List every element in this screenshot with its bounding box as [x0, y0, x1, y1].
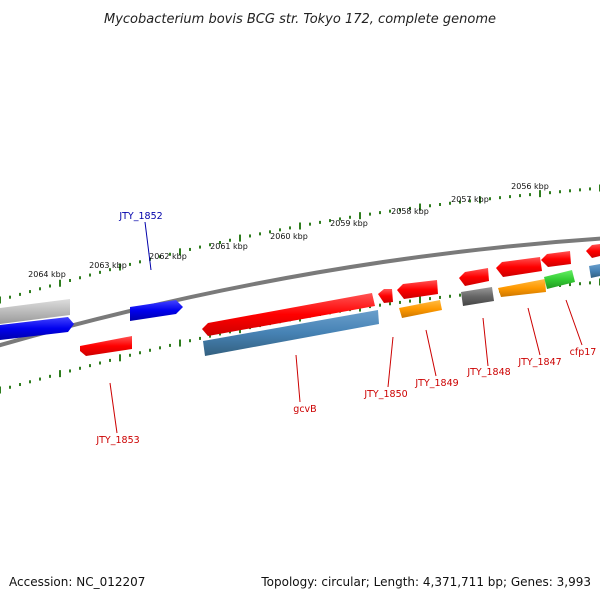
gene-label[interactable]: JTY_1849 [414, 378, 458, 389]
scale-label: 2063 kbp [89, 261, 127, 270]
gene-arrow[interactable] [202, 293, 375, 336]
gene-label[interactable]: JTY_1853 [95, 435, 139, 446]
scale-label: 2056 kbp [511, 182, 549, 191]
scale-label: 2057 kbp [451, 195, 489, 204]
leader-line [482, 317, 489, 367]
scale-label: 2060 kbp [270, 232, 308, 241]
gene-arrow[interactable] [378, 289, 393, 303]
gene-arrow[interactable] [203, 310, 379, 356]
scale-label: 2058 kbp [391, 207, 429, 216]
gene-arrow[interactable] [541, 251, 571, 267]
gene-arrow[interactable] [498, 279, 546, 297]
gene-arrow[interactable] [130, 300, 183, 321]
gene-arrow[interactable] [0, 299, 70, 324]
leader-line [527, 307, 541, 356]
map-title: Mycobacterium bovis BCG str. Tokyo 172, … [104, 12, 496, 27]
gene-arrow[interactable] [586, 244, 600, 258]
gene-arrow[interactable] [589, 264, 600, 278]
genome-summary: Topology: circular; Length: 4,371,711 bp… [260, 575, 591, 589]
leader-line [425, 329, 437, 377]
scale-labels: 2064 kbp 2063 kbp 2062 kbp 2061 kbp 2060 kbp… [28, 182, 549, 279]
scale-label: 2059 kbp [330, 219, 368, 228]
gene-label[interactable]: JTY_1852 [118, 211, 162, 222]
gene-arrow[interactable] [544, 270, 575, 289]
gene-arrow[interactable] [0, 317, 74, 340]
gene-arrow[interactable] [461, 287, 494, 306]
scale-label: 2062 kbp [149, 252, 187, 261]
gene-label[interactable]: gcvB [293, 404, 316, 415]
gene-arrow[interactable] [496, 257, 542, 277]
genome-backbone [0, 236, 600, 348]
leader-line [387, 336, 394, 388]
scale-label: 2061 kbp [210, 242, 248, 251]
gene-features [0, 244, 600, 356]
gene-label[interactable]: cfp17 [570, 347, 597, 358]
accession-text: Accession: NC_012207 [9, 575, 145, 589]
leader-line [144, 221, 152, 271]
leader-line [295, 354, 301, 403]
leader-line [109, 382, 118, 434]
leader-line [565, 299, 583, 346]
gene-arrow[interactable] [80, 336, 132, 356]
gene-label[interactable]: JTY_1850 [363, 389, 407, 400]
gene-arrow[interactable] [459, 268, 489, 286]
gene-label[interactable]: JTY_1848 [466, 367, 510, 378]
gene-arrow[interactable] [399, 300, 442, 318]
gene-labels: JTY_1852 JTY_1853 gcvB JTY_1850 JTY_1849 JTY_… [95, 211, 596, 446]
gene-arrow[interactable] [397, 280, 438, 299]
gene-label[interactable]: JTY_1847 [517, 357, 561, 368]
label-leaders [109, 221, 583, 434]
scale-label: 2064 kbp [28, 270, 66, 279]
